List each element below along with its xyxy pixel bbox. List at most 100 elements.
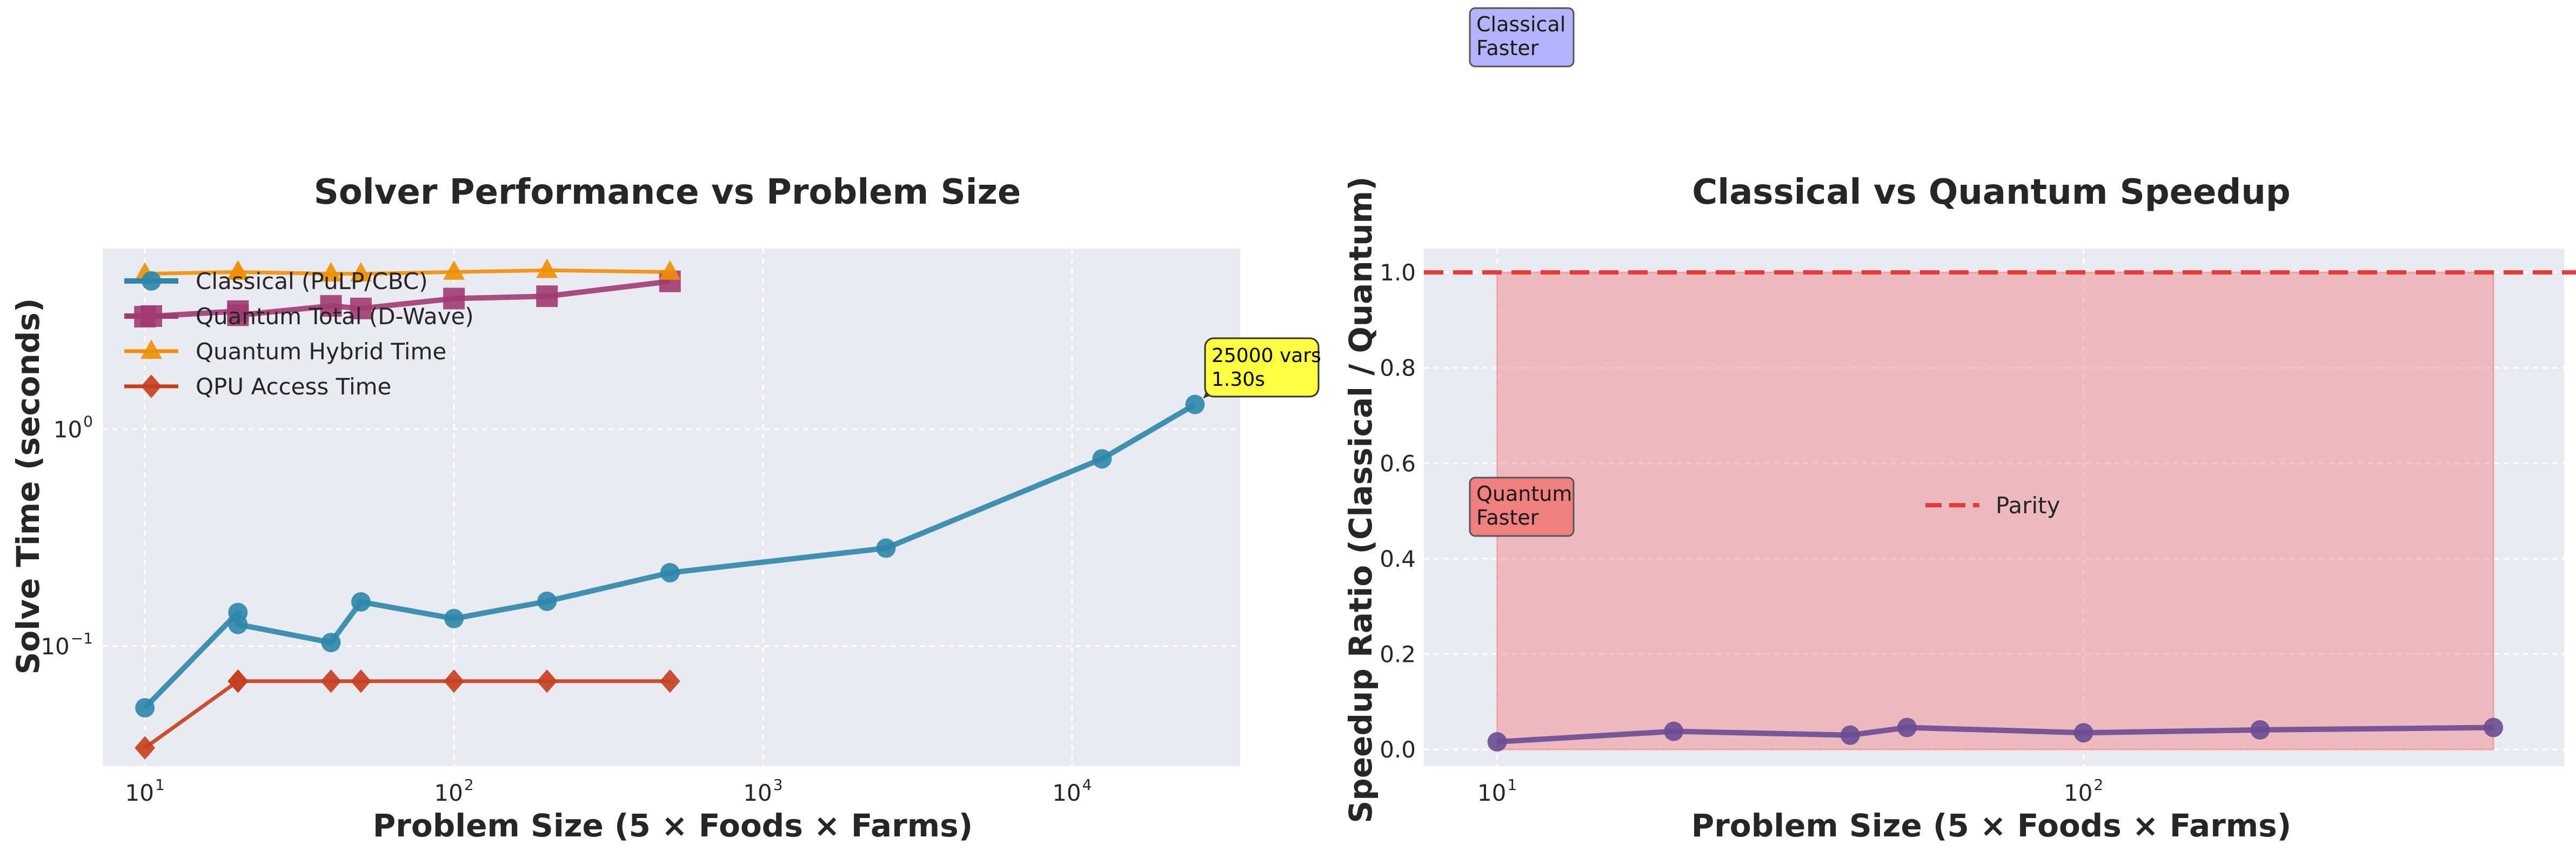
y-tick-label: 0.6 — [1380, 450, 1416, 477]
annotation-callout: 25000 vars 1.30s — [1203, 337, 1327, 399]
solver-performance-chart: 10 1 10 2 10 3 10 410 −110 0 Solver Performance v… — [10, 172, 1327, 844]
quantum-faster-label: Quantum Faster — [1469, 477, 1575, 537]
x-tick-label-base: 10 — [1052, 780, 1081, 806]
x-tick-label-exponent: 2 — [2094, 776, 2104, 794]
quantum-faster-box — [1469, 477, 1575, 537]
x-tick-label-exponent: 2 — [464, 776, 474, 794]
data-point — [1840, 725, 1860, 745]
chart-title: Classical vs Quantum Speedup — [1692, 172, 2290, 212]
x-tick-label: 10 2 — [2064, 776, 2103, 806]
x-tick-label: 10 3 — [743, 776, 782, 806]
x-tick-label: 10 1 — [125, 776, 165, 806]
legend-entry: Quantum Total (D-Wave) — [124, 303, 474, 330]
classical-faster-label: Classical Faster — [1469, 7, 1575, 68]
legend-swatch-marker — [140, 339, 162, 359]
data-point — [443, 260, 465, 280]
legend: Parity — [1925, 492, 2060, 519]
axis-ticks: 10 1 10 2 10 3 10 410 −110 0 — [41, 412, 1092, 806]
data-point — [228, 614, 248, 634]
x-tick-label-base: 10 — [2064, 780, 2092, 806]
data-point — [135, 698, 155, 718]
data-point — [227, 304, 249, 326]
x-tick-label: 10 2 — [434, 776, 473, 806]
x-tick-label-exponent: 1 — [155, 776, 165, 794]
legend-swatch-marker — [140, 305, 162, 327]
x-tick-label-exponent: 4 — [1082, 776, 1092, 794]
data-point — [227, 260, 249, 280]
chart-title: Solver Performance vs Problem Size — [314, 172, 1021, 212]
data-point — [659, 669, 680, 693]
speedup-chart: 10 1 10 20.00.20.40.60.81.0 Classical vs Qu… — [1342, 7, 2576, 844]
data-point — [350, 262, 372, 282]
series-2 — [134, 258, 681, 282]
data-point — [660, 563, 680, 583]
data-point — [1185, 394, 1205, 414]
data-point — [537, 591, 557, 611]
data-point — [536, 285, 558, 307]
x-axis-label: Problem Size (5 × Foods × Farms) — [373, 807, 973, 844]
x-tick-label: 10 1 — [1477, 776, 1517, 806]
data-point — [320, 262, 342, 282]
x-tick-label-base: 10 — [125, 780, 154, 806]
data-point — [320, 295, 342, 317]
legend-entry: Quantum Hybrid Time — [124, 338, 446, 365]
legend-swatch-marker — [141, 374, 162, 398]
data-point — [2250, 720, 2270, 740]
data-point — [443, 287, 465, 310]
data-point — [2484, 718, 2504, 738]
legend-entry: QPU Access Time — [124, 373, 391, 400]
data-point — [1664, 721, 1684, 741]
data-point — [444, 608, 464, 628]
y-tick-label: 0.2 — [1380, 641, 1416, 668]
x-tick-label-base: 10 — [434, 780, 463, 806]
y-tick-label-base: 10 — [41, 633, 69, 660]
data-series-group — [1487, 718, 2504, 752]
series-3 — [135, 669, 680, 760]
annotation-box — [1204, 337, 1320, 398]
x-axis-label: Problem Size (5 × Foods × Farms) — [1691, 807, 2292, 844]
data-point — [1092, 449, 1112, 469]
data-point — [351, 592, 371, 612]
data-point — [321, 633, 341, 653]
quantum-faster-region-fill — [1496, 271, 2494, 750]
legend-swatch-marker — [142, 271, 161, 291]
data-point — [1487, 732, 1507, 752]
y-tick-label-base: 10 — [53, 416, 82, 443]
y-tick-label-exponent: 0 — [83, 412, 93, 430]
y-tick-label-exponent: −1 — [71, 629, 93, 647]
data-point — [2073, 723, 2093, 743]
data-point — [444, 669, 465, 693]
data-point — [135, 736, 156, 760]
data-point — [537, 669, 558, 693]
data-point — [350, 669, 371, 693]
quantum-faster-line-2: Faster — [1476, 506, 1539, 529]
classical-faster-box — [1469, 7, 1575, 68]
legend-label: Quantum Hybrid Time — [196, 338, 446, 365]
data-series-group — [134, 258, 1205, 760]
y-tick-label: 10 0 — [53, 412, 93, 443]
data-point — [320, 669, 342, 693]
data-point — [350, 297, 372, 319]
legend-entry: Classical (PuLP/CBC) — [124, 268, 428, 294]
y-axis-label: Solve Time (seconds) — [10, 298, 46, 675]
classical-faster-line-2: Faster — [1476, 36, 1539, 60]
data-point — [228, 669, 249, 693]
data-point — [1897, 718, 1917, 738]
y-tick-label: 0.4 — [1380, 546, 1416, 572]
y-tick-label: 0.0 — [1380, 736, 1416, 763]
legend-label: QPU Access Time — [196, 373, 391, 400]
data-point — [876, 538, 896, 558]
y-tick-label: 0.8 — [1380, 355, 1416, 381]
svg-text:25000 vars 1.30s: 25000 vars 1.30s — [1212, 345, 1327, 391]
x-tick-label: 10 4 — [1052, 776, 1092, 806]
data-point — [536, 258, 558, 278]
x-tick-label-base: 10 — [1477, 780, 1506, 806]
x-tick-label-exponent: 3 — [773, 776, 783, 794]
legend-label-parity: Parity — [1996, 492, 2060, 519]
annotation-line-1: 25000 vars — [1212, 345, 1321, 367]
series-0 — [135, 394, 1205, 718]
speedup-series — [1487, 718, 2504, 752]
legend-label: Quantum Total (D-Wave) — [196, 303, 474, 330]
y-tick-label: 1.0 — [1380, 259, 1416, 286]
